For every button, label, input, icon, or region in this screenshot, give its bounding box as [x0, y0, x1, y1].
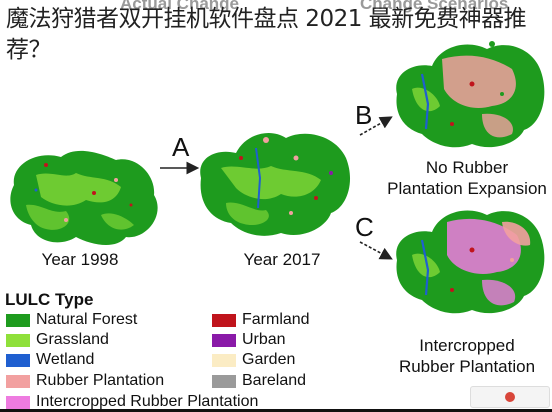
legend-item-natural-forest: Natural Forest: [6, 311, 137, 329]
step-label-a: A: [172, 132, 190, 162]
legend-swatch: [212, 374, 236, 388]
legend-item-wetland: Wetland: [6, 351, 94, 369]
step-label-c: C: [355, 212, 374, 242]
map-scenario-no-rubber: [396, 41, 545, 148]
legend-swatch: [6, 353, 30, 367]
legend-swatch: [6, 333, 30, 347]
watermark-logo: [470, 386, 550, 408]
logo-icon: [505, 392, 515, 402]
legend-swatch: [212, 333, 236, 347]
label-scenario-c-line1: Intercropped: [419, 336, 515, 355]
map-year-1998: [10, 150, 158, 245]
legend-swatch: [6, 374, 30, 388]
legend-item-label: Grassland: [36, 331, 109, 348]
label-year-1998: Year 1998: [41, 250, 119, 269]
map-scenario-intercropped: [396, 210, 545, 314]
legend-swatch: [6, 313, 30, 327]
label-scenario-c-line2: Rubber Plantation: [398, 357, 536, 376]
legend-item-farmland: Farmland: [212, 311, 310, 329]
arrow-c: [359, 241, 393, 260]
step-label-b: B: [355, 100, 373, 130]
label-scenario-b-line2: Plantation Expansion: [387, 179, 547, 198]
legend-item-garden: Garden: [212, 351, 295, 369]
bottom-border: [0, 409, 552, 412]
page-title: 魔法狩猎者双开挂机软件盘点 2021 最新免费神器推荐？: [6, 6, 527, 63]
legend-item-label: Rubber Plantation: [36, 372, 165, 389]
map-year-2017: [200, 133, 351, 236]
legend-item-label: Bareland: [242, 372, 307, 389]
legend-title: LULC Type: [5, 290, 94, 309]
legend-item-label: Farmland: [242, 311, 310, 328]
arrow-b: [359, 116, 393, 136]
legend-swatch: [212, 353, 236, 367]
legend-swatch: [6, 395, 30, 409]
legend-item-label: Urban: [242, 331, 286, 348]
label-scenario-b-line1: No Rubber: [425, 158, 509, 177]
label-year-2017: Year 2017: [243, 250, 321, 269]
legend-swatch: [212, 313, 236, 327]
legend-item-label: Wetland: [36, 351, 95, 368]
legend-item-intercropped-rubber: Intercropped Rubber Plantation: [6, 393, 258, 411]
legend-item-label: Garden: [242, 351, 296, 368]
actual-change-header: Actual Change: [120, 0, 240, 13]
legend-item-urban: Urban: [212, 331, 286, 349]
legend-item-grassland: Grassland: [6, 331, 109, 349]
change-scenarios-header: Change Scenarios: [360, 0, 509, 13]
legend-item-rubber-plantation: Rubber Plantation: [6, 372, 164, 390]
legend-item-label: Natural Forest: [36, 311, 138, 328]
legend-item-bareland: Bareland: [212, 372, 306, 390]
legend-item-label: Intercropped Rubber Plantation: [36, 393, 259, 410]
